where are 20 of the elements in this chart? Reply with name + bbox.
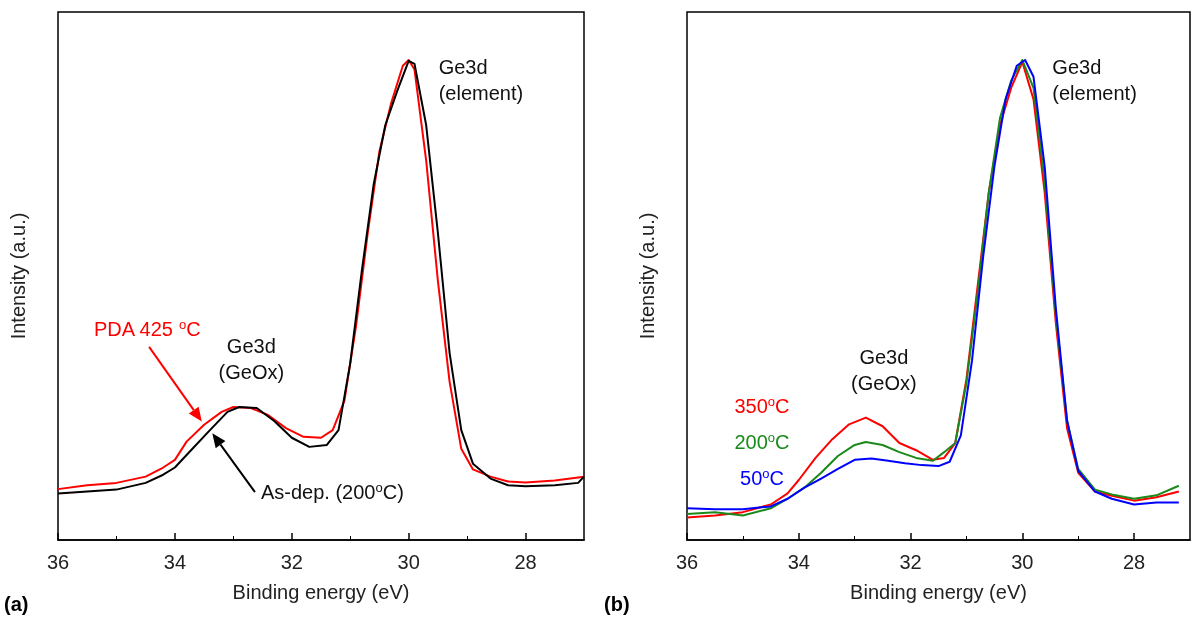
- x-tick-label: 36: [675, 551, 699, 573]
- annotation: Ge3d (GeOx): [218, 335, 285, 384]
- y-axis-title: Intensity (a.u.): [636, 212, 658, 340]
- x-tick-label: 28: [1122, 551, 1146, 573]
- x-tick-label: 30: [397, 551, 420, 573]
- x-tick-label: 32: [899, 551, 922, 573]
- x-axis-title: Binding energy (eV): [850, 581, 1027, 603]
- x-tick-label: 34: [787, 551, 810, 573]
- x-tick-label: 34: [163, 551, 187, 573]
- annotation: Ge3d (element): [1052, 56, 1137, 104]
- x-tick-label: 30: [1011, 551, 1034, 573]
- annotation: Ge3d (element): [438, 56, 524, 104]
- x-axis-title: Binding energy (eV): [232, 581, 410, 603]
- annotation: Ge3d (GeOx): [851, 345, 917, 394]
- x-tick-label: 36: [46, 551, 70, 573]
- x-tick-label: 32: [280, 551, 303, 573]
- text: (a): [4, 593, 29, 615]
- text: (b): [604, 593, 630, 615]
- x-tick-label: 28: [514, 551, 537, 573]
- y-axis-title: Intensity (a.u.): [7, 212, 29, 340]
